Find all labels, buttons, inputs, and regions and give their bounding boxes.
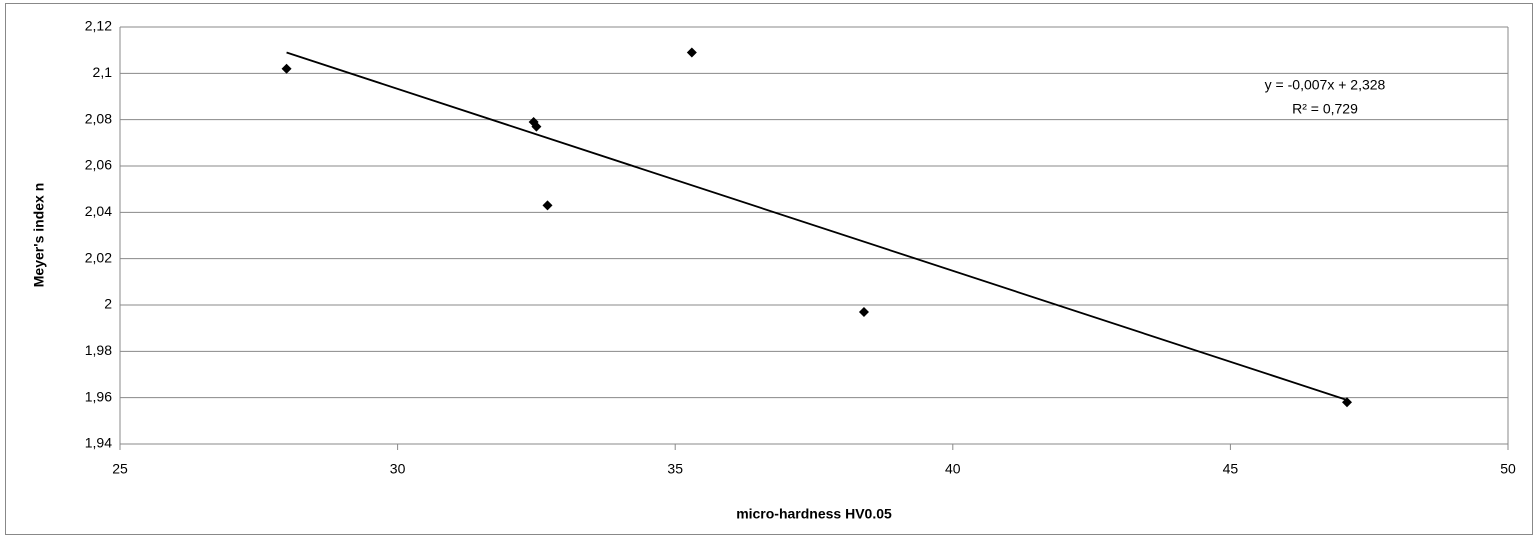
y-tick-label: 2,04	[85, 203, 112, 219]
y-tick-label: 2,06	[85, 157, 112, 173]
trend-r2: R² = 0,729	[1292, 101, 1358, 117]
y-tick-label: 2,12	[85, 18, 112, 34]
y-tick-label: 1,96	[85, 388, 112, 404]
data-point	[858, 306, 869, 317]
y-tick-label: 1,98	[85, 342, 112, 358]
y-axis-label: Meyer's index n	[31, 183, 47, 287]
y-tick-label: 2,08	[85, 110, 112, 126]
y-tick-label: 2,02	[85, 249, 112, 265]
x-axis-label: micro-hardness HV0.05	[736, 506, 892, 522]
data-point	[531, 121, 542, 132]
y-tick-label: 2	[104, 296, 112, 312]
chart-border	[5, 3, 1533, 535]
x-tick-label: 40	[945, 461, 961, 477]
data-point	[542, 200, 553, 211]
trend-equation: y = -0,007x + 2,328	[1265, 77, 1386, 93]
y-tick-label: 1,94	[85, 435, 112, 451]
x-tick-label: 50	[1500, 461, 1516, 477]
x-tick-label: 35	[667, 461, 683, 477]
x-tick-label: 45	[1223, 461, 1239, 477]
x-tick-label: 25	[112, 461, 128, 477]
trendline	[286, 51, 1348, 401]
y-tick-label: 2,1	[93, 64, 113, 80]
x-tick-label: 30	[390, 461, 406, 477]
data-point	[281, 63, 292, 74]
data-point	[686, 47, 697, 58]
